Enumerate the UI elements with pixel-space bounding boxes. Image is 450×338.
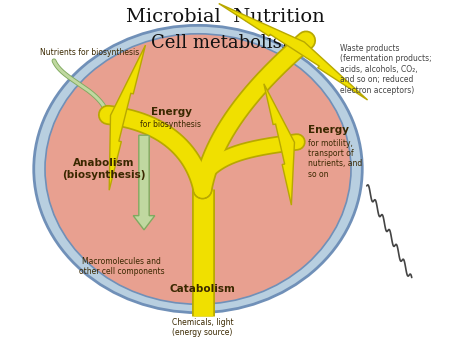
FancyArrow shape [109,45,145,190]
Text: Energy: Energy [150,106,192,117]
Text: Energy: Energy [308,125,349,135]
Text: for biosynthesis: for biosynthesis [140,120,202,129]
Text: Anabolism
(biosynthesis): Anabolism (biosynthesis) [62,158,145,180]
Text: Microbial  Nutrition: Microbial Nutrition [126,8,324,26]
FancyArrow shape [219,3,368,100]
Text: for motility,
transport of
nutrients, and
so on: for motility, transport of nutrients, an… [308,139,363,179]
Ellipse shape [34,25,362,313]
Text: Cell metabolism: Cell metabolism [151,34,299,52]
FancyArrow shape [264,84,294,205]
Text: Macromolecules and
other cell components: Macromolecules and other cell components [79,257,164,276]
Text: Catabolism: Catabolism [170,284,235,294]
Ellipse shape [45,34,351,304]
Text: Chemicals, light
(energy source): Chemicals, light (energy source) [172,318,233,337]
FancyArrow shape [133,135,155,230]
Text: Waste products
(fermentation products;
acids, alcohols, CO₂,
and so on; reduced
: Waste products (fermentation products; a… [340,44,432,95]
Text: Nutrients for biosynthesis: Nutrients for biosynthesis [40,48,140,57]
